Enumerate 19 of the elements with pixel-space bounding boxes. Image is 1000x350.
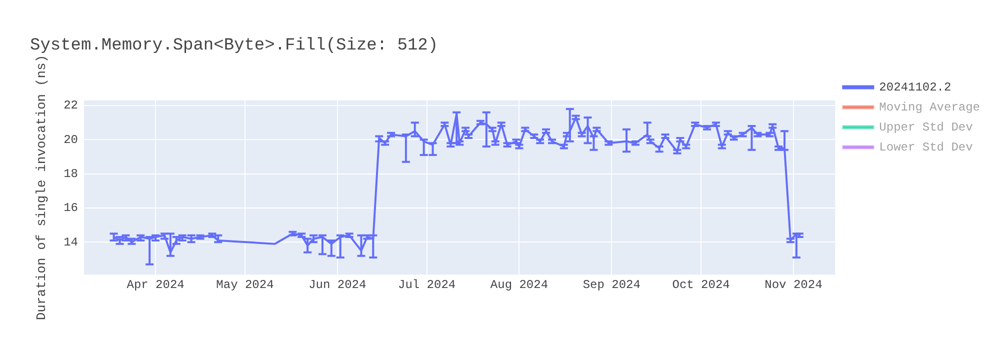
y-tick-label: 16 [64, 201, 78, 216]
x-tick-label: Jul 2024 [398, 278, 456, 292]
x-tick-label: May 2024 [216, 278, 274, 292]
legend-label: 20241102.2 [879, 80, 952, 94]
legend-label: Moving Average [879, 100, 980, 114]
x-tick-label: Apr 2024 [126, 278, 184, 292]
x-tick-label: Jun 2024 [308, 278, 366, 292]
x-tick-label: Aug 2024 [490, 278, 548, 292]
y-tick-label: 14 [64, 235, 78, 250]
x-tick-label: Nov 2024 [764, 278, 822, 292]
legend-label: Lower Std Dev [879, 140, 973, 154]
legend-label: Upper Std Dev [879, 120, 973, 134]
y-tick-label: 18 [64, 167, 78, 182]
y-tick-label: 20 [64, 132, 78, 147]
x-tick-label: Oct 2024 [672, 278, 730, 292]
x-tick-label: Sep 2024 [582, 278, 640, 292]
chart-title: System.Memory.Span<Byte>.Fill(Size: 512) [30, 36, 438, 56]
y-tick-label: 22 [64, 98, 78, 113]
y-axis-title: Duration of single invocation (ns) [34, 54, 50, 320]
